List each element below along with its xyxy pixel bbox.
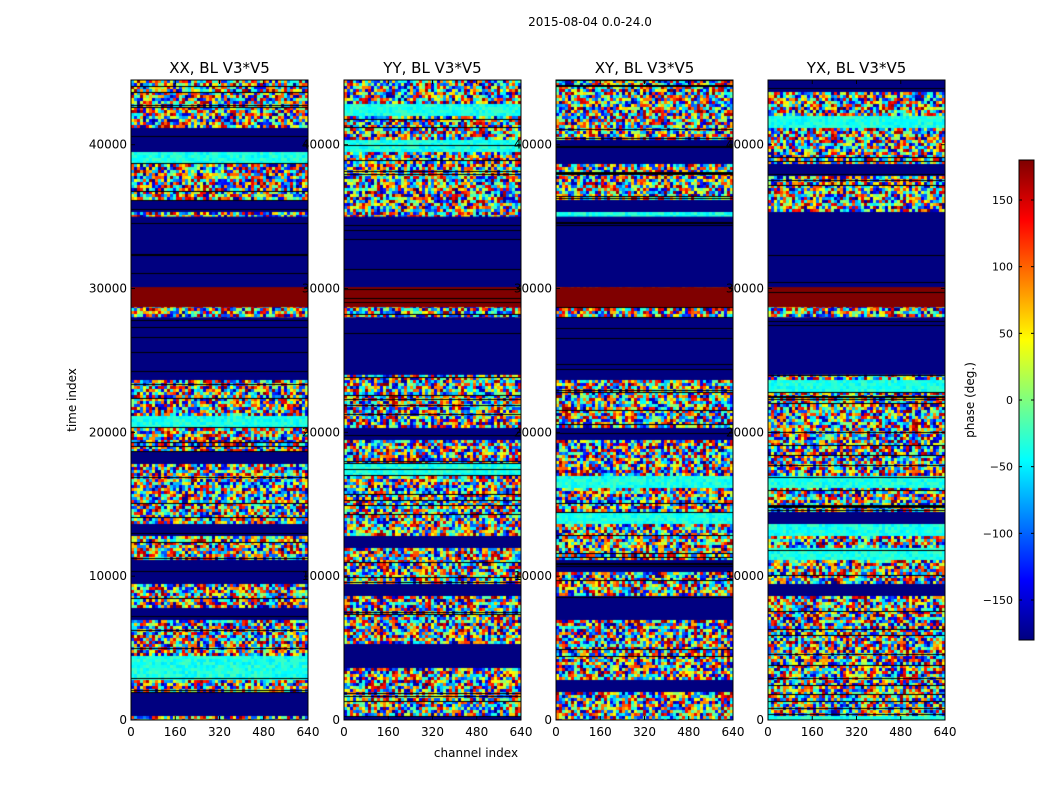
colorbar-tick-label: 50 — [999, 327, 1013, 340]
panel-title-1: XX, BL V3*V5 — [169, 59, 270, 77]
x-tick-label: 0 — [764, 725, 772, 739]
colorbar-ticks: 150 100 50 0 −50 −100 −150 — [983, 194, 1034, 607]
x-tick-label: 160 — [589, 725, 612, 739]
colorbar-tick-label: 0 — [1006, 394, 1013, 407]
heatmap-image-2 — [344, 80, 521, 720]
panel-title-2: YY, BL V3*V5 — [382, 59, 481, 77]
panel-title-3: XY, BL V3*V5 — [595, 59, 695, 77]
x-tick-label: 160 — [164, 725, 187, 739]
y-tick-label: 20000 — [726, 425, 764, 439]
y-tick-label: 40000 — [302, 138, 340, 152]
y-tick-label: 30000 — [89, 282, 127, 296]
x-tick-label: 160 — [377, 725, 400, 739]
y-tick-label: 20000 — [89, 425, 127, 439]
x-tick-label: 320 — [421, 725, 444, 739]
heatmap-image-1 — [131, 80, 308, 720]
y-tick-label: 20000 — [514, 425, 552, 439]
y-tick-label: 30000 — [726, 282, 764, 296]
x-tick-label: 0 — [340, 725, 348, 739]
x-tick-label: 640 — [297, 725, 320, 739]
y-tick-label: 0 — [119, 713, 127, 727]
x-tick-label: 480 — [465, 725, 488, 739]
y-tick-label: 40000 — [514, 138, 552, 152]
y-tick-label: 10000 — [514, 569, 552, 583]
colorbar-tick-label: −100 — [983, 527, 1013, 540]
y-tick-label: 10000 — [726, 569, 764, 583]
y-axis-label: time index — [65, 368, 79, 432]
colorbar-tick-label: 100 — [992, 261, 1013, 274]
colorbar-tick-label: −150 — [983, 594, 1013, 607]
colorbar-tick-label: 150 — [992, 194, 1013, 207]
panel-title-4: YX, BL V3*V5 — [806, 59, 907, 77]
x-tick-label: 480 — [252, 725, 275, 739]
x-tick-label: 0 — [127, 725, 135, 739]
y-tick-label: 40000 — [89, 138, 127, 152]
x-tick-label: 480 — [889, 725, 912, 739]
x-tick-label: 320 — [208, 725, 231, 739]
x-tick-label: 320 — [845, 725, 868, 739]
x-tick-label: 640 — [722, 725, 745, 739]
y-tick-label: 30000 — [514, 282, 552, 296]
colorbar-label: phase (deg.) — [963, 362, 977, 438]
x-tick-label: 320 — [633, 725, 656, 739]
figure-suptitle: 2015-08-04 0.0-24.0 — [528, 15, 652, 29]
x-tick-label: 640 — [934, 725, 957, 739]
y-tick-label: 0 — [756, 713, 764, 727]
y-tick-label: 0 — [332, 713, 340, 727]
colorbar: 150 100 50 0 −50 −100 −150 phase (deg.) — [963, 159, 1035, 641]
x-tick-label: 480 — [677, 725, 700, 739]
y-tick-label: 20000 — [302, 425, 340, 439]
y-tick-label: 10000 — [302, 569, 340, 583]
y-tick-label: 40000 — [726, 138, 764, 152]
heatmap-image-4 — [768, 80, 945, 720]
y-tick-label: 10000 — [89, 569, 127, 583]
panels-group: XX, BL V3*V5 0 160 320 480 640 0 10000 20000 3000… — [89, 59, 957, 739]
colorbar-tick-label: −50 — [990, 461, 1013, 474]
x-tick-label: 160 — [801, 725, 824, 739]
x-tick-label: 640 — [510, 725, 533, 739]
y-tick-label: 30000 — [302, 282, 340, 296]
x-axis-label: channel index — [434, 746, 518, 760]
x-tick-label: 0 — [552, 725, 560, 739]
heatmap-image-3 — [556, 80, 733, 720]
y-tick-label: 0 — [544, 713, 552, 727]
